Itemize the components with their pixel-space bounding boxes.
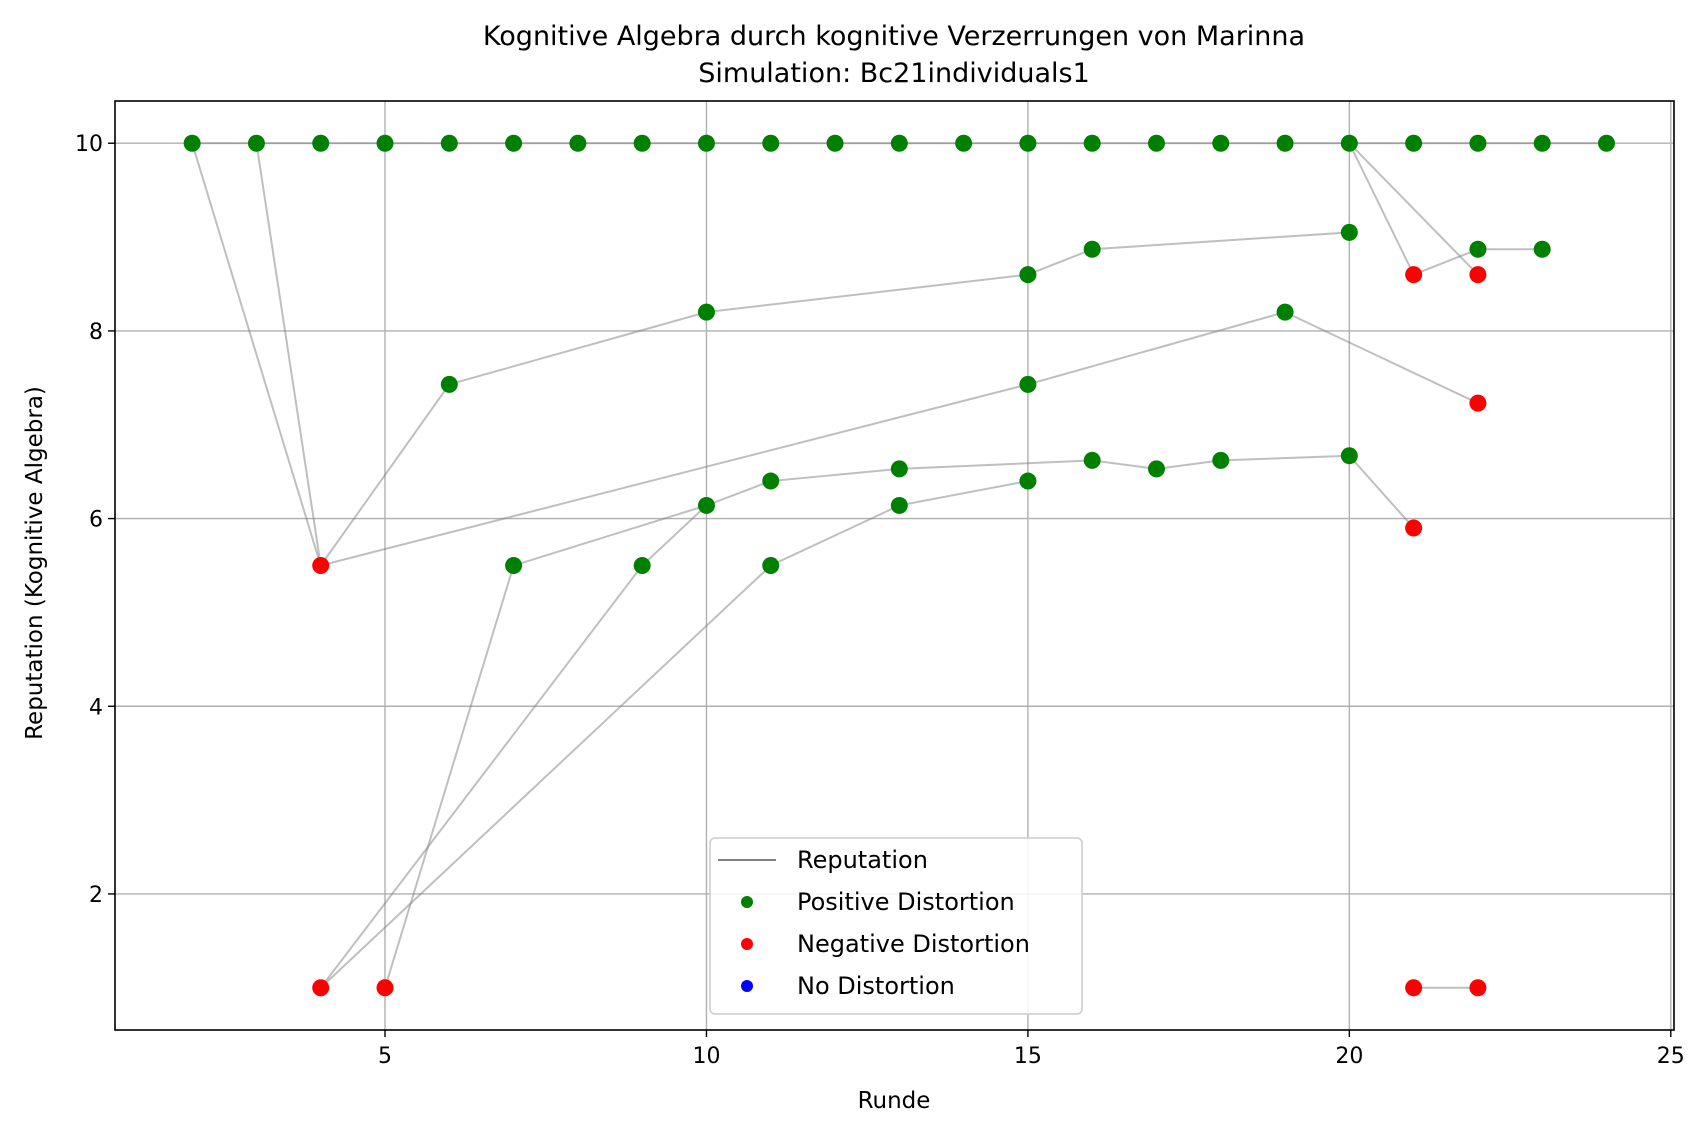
negative-distortion-point [1405,519,1423,537]
reputation-line [255,143,1479,567]
positive-distortion-point [890,134,908,152]
positive-distortion-point [1212,451,1230,469]
negative-distortion-point [312,979,330,997]
reputation-line [1348,142,1543,276]
positive-distortion-point [826,134,844,152]
positive-distortion-point [1340,223,1358,241]
positive-distortion-point [890,460,908,478]
negative-distortion-point [1469,394,1487,412]
positive-distortion-point [890,496,908,514]
positive-distortion-point [1083,240,1101,258]
positive-distortion-point [1533,134,1551,152]
plot-frame [114,100,1675,1031]
axis-ticks: 5 10 15 20 25 2 4 6 8 10 [75,132,1685,1069]
legend-label: Positive Distortion [797,888,1015,916]
reputation-line [319,454,1415,989]
positive-distortion-point [762,134,780,152]
positive-distortion-point [1019,266,1037,284]
y-tick-label: 10 [75,132,103,157]
positive-distortion-point [1019,375,1037,393]
y-tick-label: 4 [89,695,103,720]
positive-distortion-point [1469,134,1487,152]
positive-distortion-point [762,557,780,574]
positive-distortion-point [1276,134,1294,152]
positive-distortion-point [1083,451,1101,469]
x-axis-label: Runde [858,1088,931,1114]
reputation-line [191,142,1350,568]
positive-distortion-point [633,557,651,574]
data-points [183,134,1615,997]
legend-box [709,837,1083,1015]
positive-distortion-point [1597,134,1615,152]
positive-distortion-point [1083,134,1101,152]
positive-distortion-point [1019,134,1037,152]
positive-distortion-point [1405,134,1423,152]
y-tick-label: 8 [89,320,103,345]
positive-distortion-point [955,134,973,152]
reputation-line [384,504,707,989]
positive-distortion-point [1147,460,1165,478]
positive-distortion-point [1469,240,1487,258]
positive-distortion-point [1019,472,1037,490]
reputation-line [1348,142,1479,276]
negative-distortion-point [1405,979,1423,997]
positive-distortion-point [312,134,330,152]
x-tick-label: 15 [1014,1044,1042,1069]
positive-distortion-point [1340,134,1358,152]
y-axis-label: Reputation (Kognitive Algebra) [22,386,48,740]
positive-distortion-point [247,134,265,152]
positive-distortion-point [697,134,715,152]
positive-distortion-point [1340,447,1358,465]
x-tick-label: 10 [692,1044,720,1069]
positive-distortion-point [183,134,201,152]
chart-title: Kognitive Algebra durch kognitive Verzer… [483,21,1305,52]
y-tick-label: 2 [89,883,103,908]
x-tick-label: 20 [1335,1044,1363,1069]
positive-distortion-point [440,134,458,152]
positive-distortion-point [633,134,651,152]
positive-distortion-point [569,134,587,152]
legend-label: Negative Distortion [797,930,1030,958]
positive-distortion-point [1276,303,1294,321]
positive-distortion-point [440,375,458,393]
positive-distortion-point [697,496,715,514]
negative-distortion-point [312,557,330,574]
negative-distortion-point [1469,266,1487,284]
negative-distortion-point [376,979,394,997]
positive-distortion-point [1212,134,1230,152]
reputation-line [320,480,1029,989]
legend-marker-swatch [741,980,753,992]
negative-distortion-point [1405,266,1423,284]
negative-distortion-point [1469,979,1487,997]
legend-label: Reputation [797,846,928,874]
legend-label: No Distortion [797,972,955,1000]
legend-marker-swatch [741,938,753,950]
positive-distortion-point [505,557,523,574]
y-tick-label: 6 [89,508,103,533]
x-tick-label: 5 [378,1044,392,1069]
positive-distortion-point [697,303,715,321]
legend-marker-swatch [741,896,753,908]
positive-distortion-point [1533,240,1551,258]
x-tick-label: 25 [1657,1044,1685,1069]
positive-distortion-point [762,472,780,490]
positive-distortion-point [505,134,523,152]
chart-subtitle: Simulation: Bc21individuals1 [698,58,1090,89]
positive-distortion-point [376,134,394,152]
positive-distortion-point [1147,134,1165,152]
legend: Reputation Positive Distortion Negative Di… [709,837,1083,1015]
